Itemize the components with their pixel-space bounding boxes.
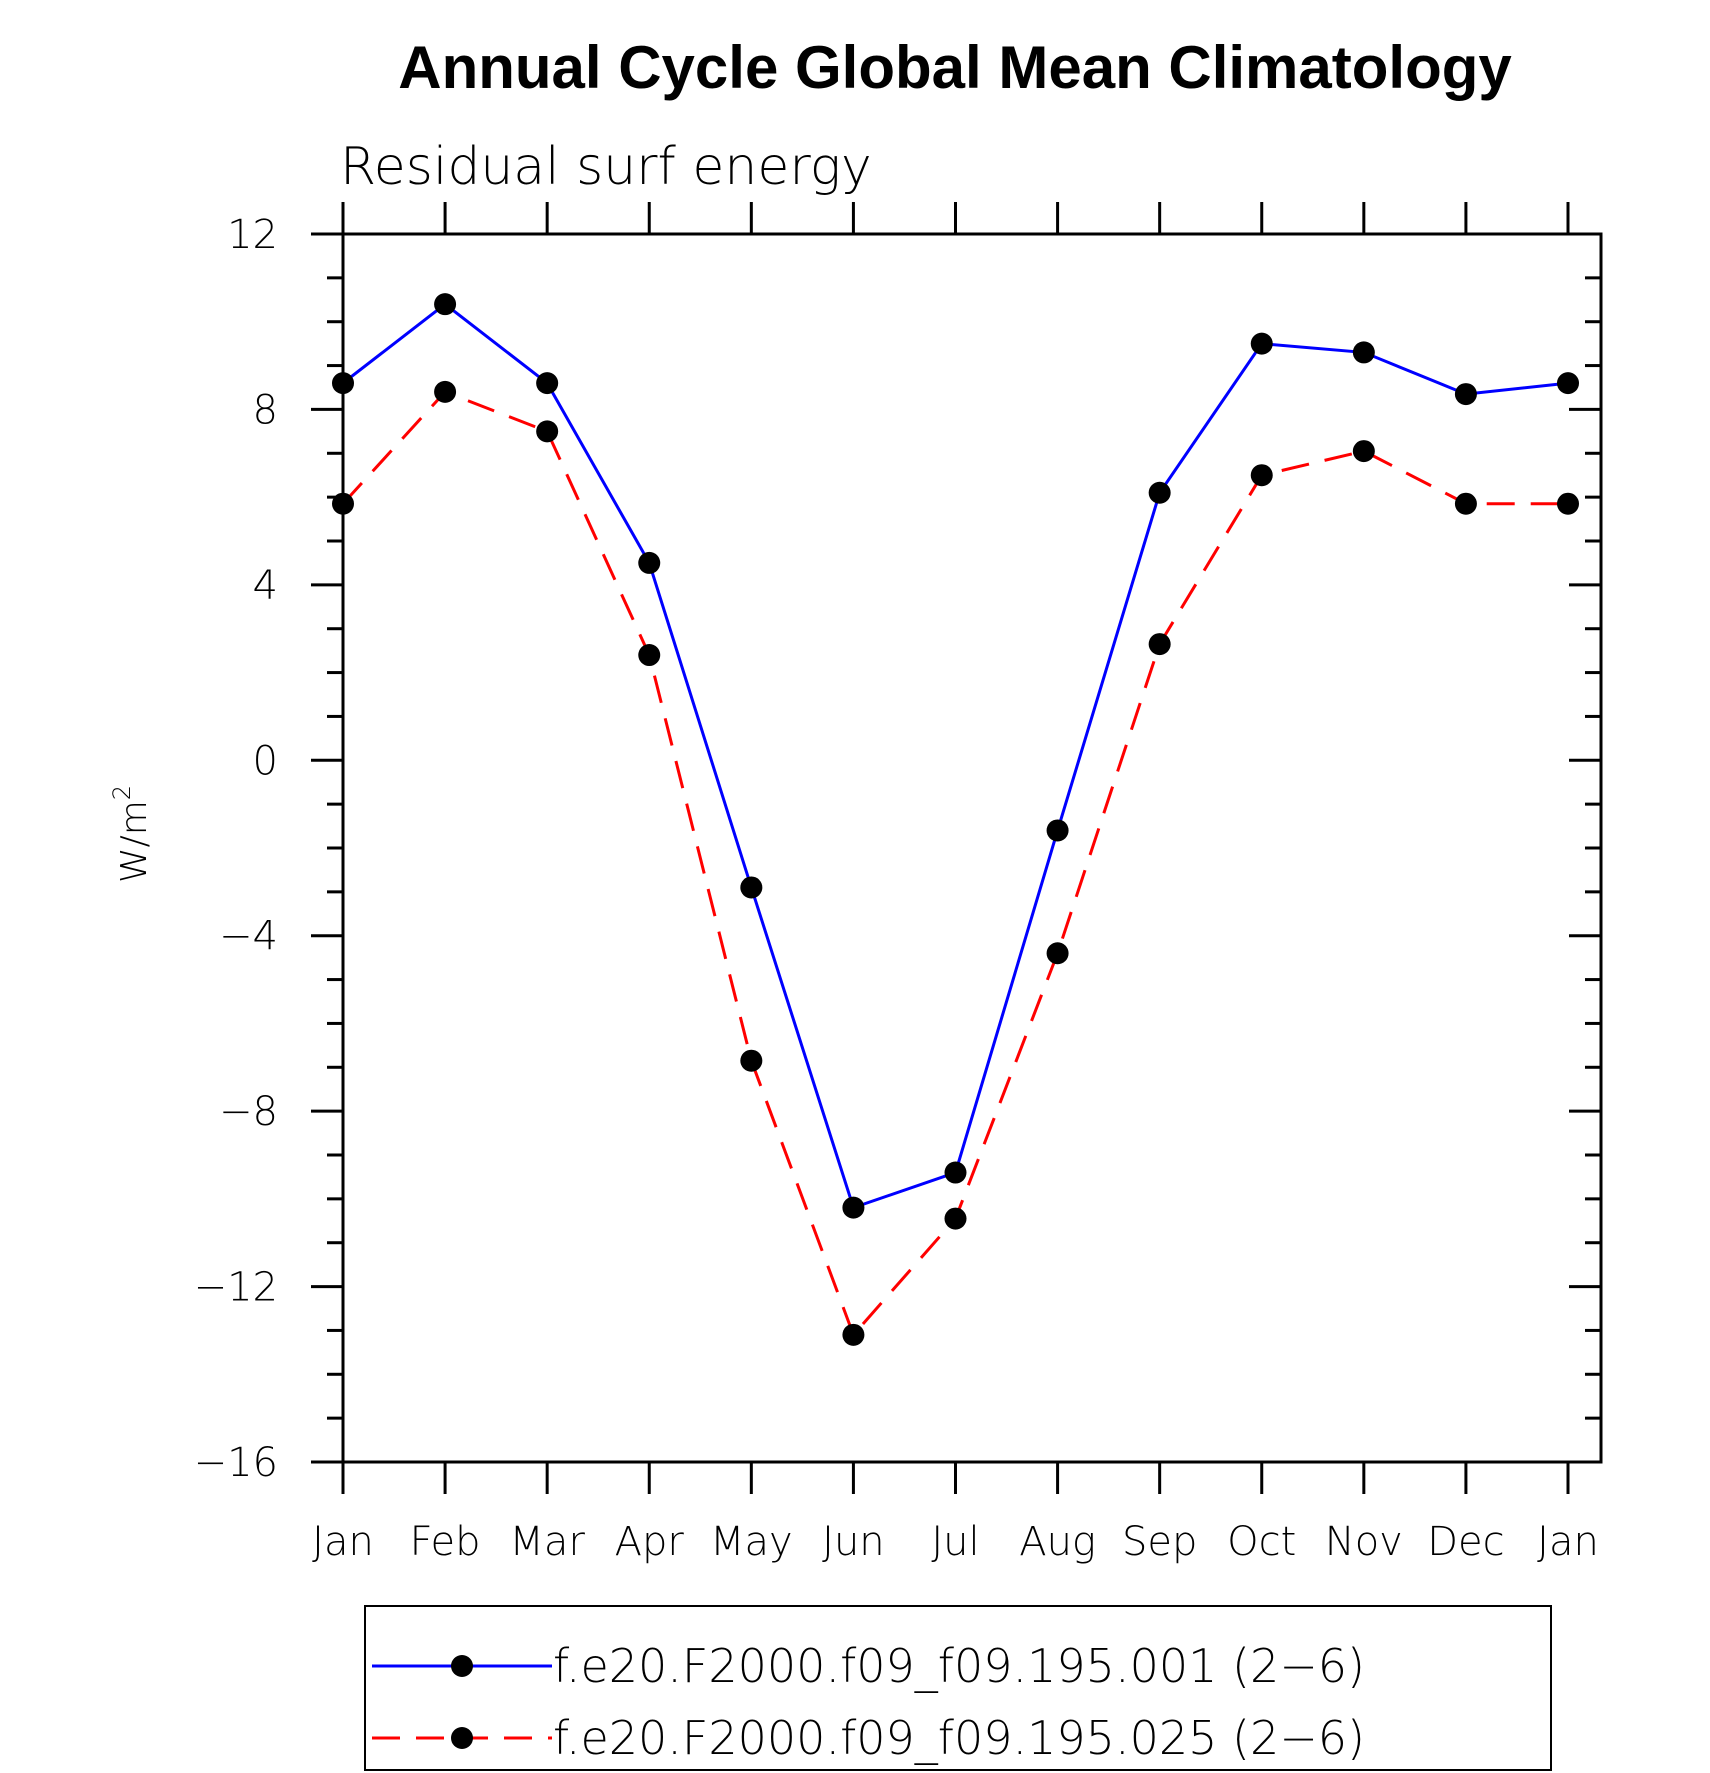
- plot-frame: [341, 232, 1603, 1464]
- chart-title: Annual Cycle Global Mean Climatology: [398, 34, 1512, 101]
- series-2-point: [1352, 440, 1375, 463]
- series-2-point: [638, 644, 661, 667]
- series-2-point: [740, 1049, 763, 1072]
- series-1-point: [434, 293, 457, 316]
- x-tick-label: Jun: [822, 1519, 885, 1565]
- series-2-point: [1148, 633, 1171, 656]
- legend-marker-2: [451, 1727, 473, 1749]
- x-tick-label: Jan: [1537, 1519, 1599, 1565]
- x-tick-label: May: [710, 1519, 793, 1565]
- x-tick-label: Dec: [1427, 1519, 1504, 1565]
- x-tick-label: Mar: [509, 1519, 585, 1565]
- series-2-point: [1250, 464, 1273, 487]
- series-2-point: [842, 1323, 865, 1346]
- y-tick-label: −12: [194, 1265, 278, 1311]
- axis-ticks: [311, 202, 1601, 1494]
- series-1-point: [944, 1161, 967, 1184]
- legend: f.e20.F2000.f09_f09.195.001 (2−6) f.e20.F…: [364, 1605, 1552, 1771]
- y-axis-label: W/m2: [108, 785, 155, 883]
- series-2-point: [1454, 492, 1477, 515]
- legend-label-2: f.e20.F2000.f09_f09.195.025 (2−6): [553, 1711, 1365, 1765]
- x-tick-label: Apr: [615, 1519, 685, 1565]
- x-tick-label: Sep: [1122, 1519, 1197, 1565]
- y-tick-label: −8: [219, 1089, 278, 1135]
- series-1-point: [638, 551, 661, 574]
- x-tick-label: Jan: [312, 1519, 374, 1565]
- y-tick-label: 8: [253, 387, 278, 433]
- svg-text:W/m2: W/m2: [108, 785, 155, 883]
- series-2-point: [1046, 942, 1069, 965]
- series-2-point: [434, 380, 457, 403]
- legend-marker-1: [451, 1655, 473, 1677]
- x-tick-label: Jul: [931, 1519, 979, 1565]
- x-tick-label: Nov: [1325, 1519, 1403, 1565]
- legend-box: [364, 1605, 1552, 1771]
- series-1-point: [1557, 372, 1579, 395]
- series-line-2: [341, 390, 1568, 1338]
- y-axis-label-text: W/m: [114, 800, 155, 883]
- chart-subtitle: Residual surf energy: [340, 137, 872, 197]
- x-tick-label: Feb: [410, 1519, 481, 1565]
- series-1-point: [536, 372, 559, 395]
- series-1-point: [740, 876, 763, 899]
- y-tick-label: −16: [194, 1440, 278, 1486]
- x-tick-label: Aug: [1019, 1519, 1096, 1565]
- x-tick-labels: Jan Feb Mar Apr May Jun Jul Aug Sep Oct Nov Dec Jan: [312, 1519, 1599, 1565]
- x-tick-label: Oct: [1227, 1519, 1296, 1565]
- y-tick-labels: 12 8 4 0 −4 −8 −12 −16: [194, 212, 278, 1486]
- series-1-point: [1352, 341, 1375, 364]
- y-tick-label: 0: [253, 738, 278, 784]
- y-axis-label-superscript: 2: [108, 785, 136, 800]
- series-2-point: [944, 1207, 967, 1230]
- series-1-point: [842, 1196, 865, 1219]
- series-layer: [332, 293, 1579, 1346]
- series-2-point: [1557, 492, 1579, 515]
- y-tick-label: −4: [219, 914, 278, 960]
- series-1-point: [1250, 332, 1273, 355]
- series-2-point: [536, 420, 559, 443]
- series-1-point: [1454, 383, 1477, 406]
- legend-label-1: f.e20.F2000.f09_f09.195.001 (2−6): [553, 1639, 1365, 1693]
- series-1-point: [1046, 819, 1069, 842]
- series-1-point: [1148, 481, 1171, 504]
- series-line-1: [342, 302, 1569, 1210]
- y-tick-label: 12: [227, 212, 278, 258]
- y-tick-label: 4: [253, 563, 278, 609]
